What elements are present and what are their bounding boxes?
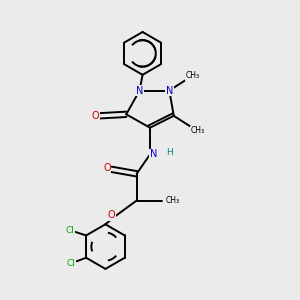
Text: H: H xyxy=(166,148,173,157)
Text: N: N xyxy=(150,149,157,160)
Text: CH₃: CH₃ xyxy=(165,196,179,205)
Text: O: O xyxy=(91,111,99,121)
Text: Cl: Cl xyxy=(65,226,74,235)
Text: Cl: Cl xyxy=(67,259,76,268)
Text: CH₃: CH₃ xyxy=(190,126,205,135)
Text: N: N xyxy=(136,85,143,96)
Text: O: O xyxy=(107,210,115,220)
Text: CH₃: CH₃ xyxy=(185,71,200,80)
Text: O: O xyxy=(103,163,111,173)
Text: N: N xyxy=(166,85,173,96)
